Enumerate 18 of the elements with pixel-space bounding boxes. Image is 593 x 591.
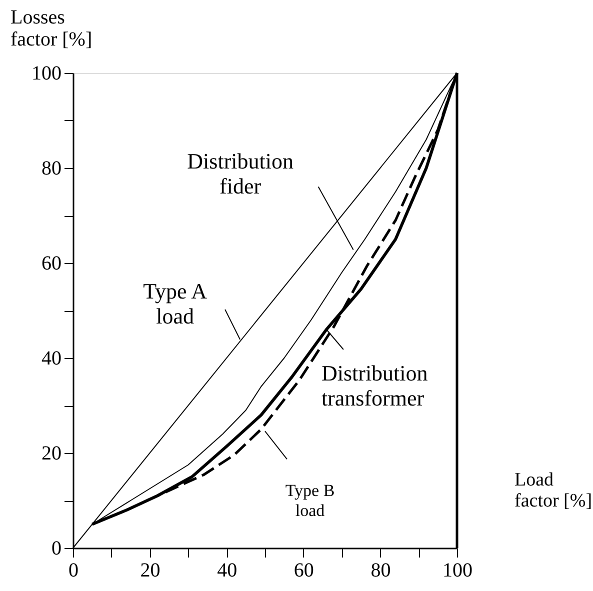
y-axis-title: Losses factor [%] xyxy=(10,6,92,50)
y-tick-label: 0 xyxy=(52,538,62,560)
y-tick-label: 80 xyxy=(42,158,62,180)
y-tick-label: 60 xyxy=(42,252,62,274)
x-tick-label: 0 xyxy=(68,560,78,582)
x-axis-title: Load factor [%] xyxy=(514,470,592,512)
x-tick-label: 80 xyxy=(370,560,391,582)
annotation: Type B load xyxy=(285,481,335,520)
annotation: Distribution fider xyxy=(187,148,294,199)
annotation: Distribution transformer xyxy=(321,360,428,410)
x-tick-label: 100 xyxy=(442,560,472,582)
annotation: Type A load xyxy=(143,278,208,328)
y-tick-label: 100 xyxy=(32,62,62,84)
y-tick-label: 40 xyxy=(42,348,62,370)
x-tick-label: 60 xyxy=(294,560,314,582)
x-tick-label: 40 xyxy=(217,560,238,582)
x-tick-label: 20 xyxy=(140,560,160,582)
y-tick-label: 20 xyxy=(42,442,62,464)
